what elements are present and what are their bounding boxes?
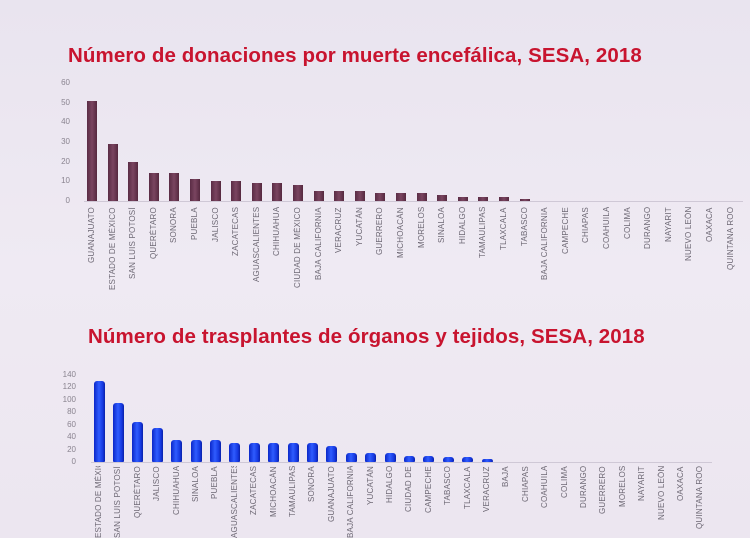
donaciones-y-tick-label: 10 (61, 176, 70, 186)
donaciones-x-axis (84, 201, 744, 202)
donaciones-bar (519, 199, 530, 201)
trasplantes-x-tick-label: CHIAPAS (520, 466, 530, 502)
donaciones-bar (499, 197, 509, 201)
trasplantes-x-tick-label: SONORA (307, 466, 317, 502)
trasplantes-bar (112, 402, 124, 462)
trasplantes-x-tick-label: CIUDAD DE (404, 466, 414, 512)
trasplantes-x-tick-label: SAN LUIS POTOSÍ (113, 466, 123, 538)
donaciones-bar (478, 197, 489, 201)
donaciones-y-tick-label: 50 (61, 97, 70, 107)
trasplantes-y-tick-label: 120 (62, 382, 76, 392)
donaciones-bar (190, 179, 200, 201)
trasplantes-x-tick-label: NAYARIT (637, 466, 647, 501)
donaciones-y-tick-label: 0 (65, 196, 70, 205)
trasplantes-bar (93, 381, 105, 462)
donaciones-y-tick-label: 60 (61, 78, 70, 87)
donaciones-bar (87, 100, 97, 201)
donaciones-bar (313, 191, 324, 201)
trasplantes-bar (248, 443, 260, 462)
donaciones-bar (375, 193, 386, 201)
trasplantes-bar (462, 457, 474, 462)
trasplantes-bar (326, 446, 338, 462)
trasplantes-x-tick-label: GUANAJUATO (326, 466, 336, 522)
trasplantes-x-tick-label: QUERÉTARO (132, 466, 142, 518)
trasplantes-x-tick-label: BAJA (501, 466, 511, 487)
trasplantes-bar (365, 452, 377, 462)
donaciones-bar (396, 193, 406, 201)
trasplantes-x-tick-label: DURANGO (579, 466, 588, 509)
donaciones-bar (354, 191, 365, 201)
trasplantes-bar (403, 455, 415, 462)
trasplantes-x-tick-label: BAJA CALIFORNIA (346, 466, 356, 538)
donaciones-y-tick-label: 30 (61, 137, 70, 146)
trasplantes-x-tick-label: TABASCO (443, 466, 453, 506)
trasplantes-y-tick-label: 140 (62, 370, 76, 379)
trasplantes-bar (287, 443, 299, 462)
donaciones-bar (272, 183, 283, 201)
trasplantes-x-axis (91, 462, 712, 463)
trasplantes-bar (442, 457, 454, 462)
donaciones-bar (148, 173, 159, 201)
donaciones-bar (169, 173, 180, 201)
donaciones-bar (251, 183, 262, 201)
trasplantes-bar (268, 443, 280, 462)
chart-title-donaciones: Número de donaciones por muerte encefáli… (68, 44, 642, 67)
trasplantes-y-tick-label: 80 (67, 407, 76, 417)
trasplantes-bar (423, 455, 435, 462)
trasplantes-bar (190, 440, 202, 462)
trasplantes-x-tick-label: SINALOA (191, 466, 200, 503)
trasplantes-y-tick-label: 40 (67, 432, 76, 442)
trasplantes-x-tick-label: PUEBLA (210, 466, 220, 499)
trasplantes-bar (151, 427, 163, 462)
trasplantes-y-tick-label: 60 (67, 419, 76, 429)
trasplantes-x-tick-label: CHIHUAHUA (171, 466, 181, 516)
trasplantes-x-tick-label: TLAXCALA (462, 466, 472, 509)
trasplantes-x-tick-label: MORELOS (617, 466, 627, 508)
trasplantes-x-tick-label: HIDALGO (385, 466, 394, 504)
trasplantes-x-tick-label: JALISCO (152, 466, 162, 501)
trasplantes-x-tick-label: ZACATECAS (249, 466, 259, 516)
trasplantes-x-tick-label: NUEVO LEÓN (656, 466, 666, 521)
trasplantes-x-tick-label: CAMPECHE (423, 466, 433, 513)
trasplantes-bar (481, 458, 493, 462)
trasplantes-x-tick-label: TAMAULIPAS (288, 466, 297, 518)
trasplantes-x-tick-label: QUINTANA ROO (695, 466, 705, 530)
trasplantes-x-tick-label: AGUASCALIENTES (229, 466, 239, 538)
trasplantes-y-tick-label: 100 (62, 394, 76, 404)
donaciones-bar (210, 181, 221, 201)
trasplantes-x-tick-label: COLIMA (559, 466, 569, 498)
donaciones-y-tick-label: 20 (61, 156, 70, 166)
donaciones-bar (457, 197, 468, 201)
donaciones-bar (231, 181, 242, 201)
trasplantes-y-tick-label: 20 (67, 444, 76, 454)
trasplantes-bar (345, 452, 357, 462)
trasplantes-x-tick-label: VERACRUZ (482, 466, 491, 512)
trasplantes-x-tick-label: COAHUILA (540, 466, 550, 509)
trasplantes-bar (306, 443, 318, 462)
trasplantes-bar (209, 440, 221, 462)
donaciones-bar (293, 185, 303, 201)
trasplantes-bar (384, 452, 396, 462)
trasplantes-x-tick-label: ESTADO DE MÉXICO (94, 466, 103, 538)
trasplantes-bar (171, 440, 183, 462)
donaciones-bar (437, 195, 448, 201)
donaciones-y-tick-label: 40 (61, 117, 70, 127)
donaciones-bar (334, 191, 345, 201)
trasplantes-bar (229, 443, 241, 462)
trasplantes-y-tick-label: 0 (71, 457, 76, 466)
trasplantes-bar (132, 421, 144, 462)
trasplantes-x-tick-label: OAXACA (676, 466, 685, 501)
trasplantes-x-tick-label: YUCATÁN (365, 466, 375, 506)
donaciones-bar (107, 143, 118, 201)
chart-title-trasplantes: Número de trasplantes de órganos y tejid… (88, 325, 645, 348)
donaciones-bar (416, 193, 427, 201)
trasplantes-x-tick-label: MICHOACÁN (268, 466, 278, 517)
trasplantes-x-tick-label: GUERRERO (598, 466, 608, 514)
donaciones-bar (128, 161, 139, 201)
